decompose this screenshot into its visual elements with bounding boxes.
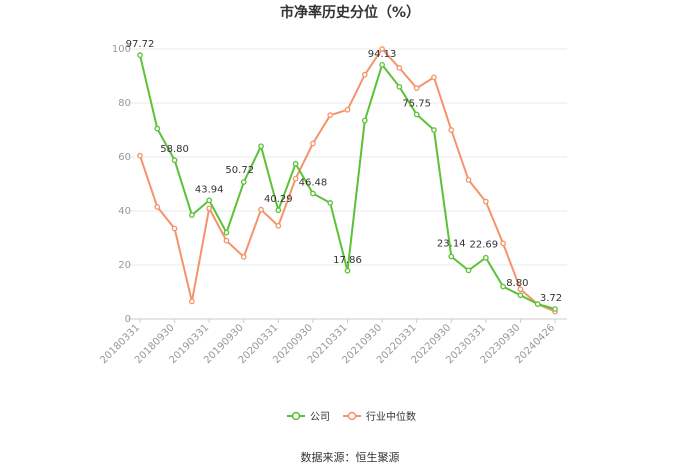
data-point <box>396 65 403 71</box>
data-point <box>500 283 506 290</box>
data-point <box>240 254 247 260</box>
data-point <box>431 74 437 81</box>
data-label: 97.72 <box>126 39 155 50</box>
data-label: 58.80 <box>160 144 189 155</box>
source-note: 数据来源：恒生聚源 <box>301 450 400 464</box>
data-point <box>171 157 178 164</box>
data-label: 94.13 <box>368 49 397 60</box>
data-point <box>258 143 264 150</box>
legend-marker <box>291 411 301 421</box>
data-point <box>534 301 541 307</box>
legend-item[interactable]: 公司 <box>287 411 330 423</box>
grid <box>128 48 567 320</box>
data-point <box>431 127 437 133</box>
data-point <box>482 254 489 261</box>
data-point <box>310 190 316 197</box>
data-point <box>361 117 368 124</box>
legend-marker <box>347 411 357 421</box>
data-point <box>482 198 489 205</box>
legend-label: 行业中位数 <box>366 410 416 423</box>
y-tick-label: 40 <box>118 206 131 217</box>
data-point <box>292 175 299 182</box>
legend-label: 公司 <box>310 412 330 423</box>
legend[interactable]: 公司 行业中位数 <box>287 410 416 423</box>
data-point <box>448 253 455 260</box>
y-tick-label: 0 <box>125 314 131 325</box>
data-label: 75.75 <box>402 98 431 109</box>
data-point <box>500 240 506 247</box>
data-point <box>379 46 385 52</box>
data-label: 17.86 <box>333 255 362 266</box>
data-point <box>379 61 385 68</box>
y-tick-label: 80 <box>118 98 131 109</box>
data-point <box>154 204 161 210</box>
data-point <box>171 225 178 232</box>
data-label: 23.14 <box>437 239 466 250</box>
chart-title: 市净率历史分位（%） <box>280 4 420 21</box>
data-label: 50.72 <box>225 165 254 176</box>
data-label: 40.29 <box>264 194 293 205</box>
data-point <box>154 125 161 132</box>
data-point <box>137 152 143 159</box>
data-point <box>223 237 230 244</box>
y-tick-label: 20 <box>118 260 131 271</box>
data-point <box>413 85 420 92</box>
data-point <box>327 200 334 206</box>
data-point <box>206 197 213 204</box>
data-point <box>517 286 524 293</box>
data-point <box>327 112 334 119</box>
data-point <box>448 127 455 133</box>
data-point <box>310 140 316 147</box>
data-point <box>189 298 195 305</box>
data-point <box>137 52 143 59</box>
y-tick-label: 60 <box>118 152 131 163</box>
data-point <box>275 223 282 229</box>
data-point <box>206 205 213 212</box>
data-point <box>344 106 351 113</box>
data-point <box>258 206 264 213</box>
data-point <box>240 179 247 185</box>
data-label: 43.94 <box>195 184 224 195</box>
series-group <box>137 46 558 315</box>
data-point <box>413 111 420 118</box>
data-point <box>344 267 351 274</box>
data-point <box>189 212 195 218</box>
data-point <box>396 83 403 90</box>
data-point <box>552 306 558 312</box>
y-tick-label: 100 <box>112 44 131 55</box>
data-point <box>223 229 230 236</box>
data-point <box>517 292 524 299</box>
data-point <box>275 207 282 214</box>
legend-item[interactable]: 行业中位数 <box>343 410 416 423</box>
data-label: 3.72 <box>540 293 562 304</box>
data-label: 8.80 <box>506 278 528 289</box>
data-point <box>292 160 299 167</box>
data-point <box>361 71 368 78</box>
y-axis: 0 20 40 60 80 100 <box>112 44 131 325</box>
data-point <box>465 177 472 183</box>
data-label: 22.69 <box>470 240 499 251</box>
data-point <box>465 267 472 274</box>
data-label: 46.48 <box>299 178 328 189</box>
x-axis: 2018033120180930201903312019093020200331… <box>98 319 557 366</box>
